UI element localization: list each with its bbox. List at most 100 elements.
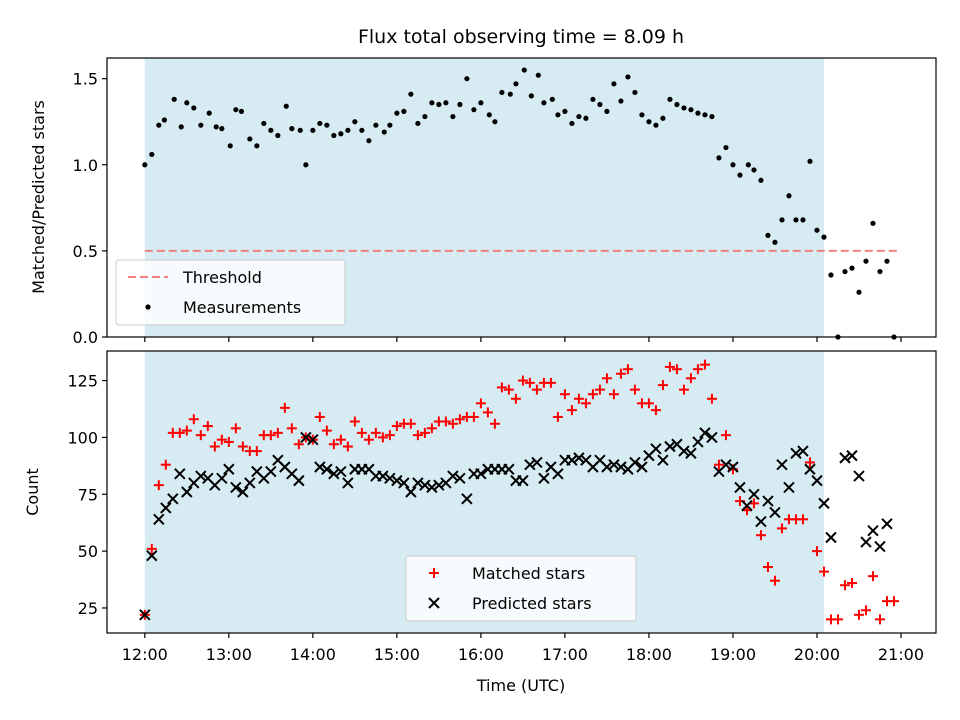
matched-star-marker (860, 605, 871, 616)
measurement-point (611, 81, 617, 87)
matched-star-marker (559, 389, 570, 400)
measurement-point (786, 193, 792, 199)
predicted-star-marker (825, 531, 837, 544)
matched-star-marker (867, 571, 878, 582)
matched-star-marker (706, 393, 717, 404)
measurement-point (870, 220, 876, 226)
measurement-point (562, 108, 568, 114)
measurement-point (254, 143, 260, 149)
measurement-point (317, 120, 323, 127)
predicted-star-marker (433, 479, 445, 491)
measurement-point (178, 124, 184, 130)
ratio-panel: Flux total observing time = 8.09 h 0.00.… (29, 26, 937, 347)
matched-star-marker (517, 375, 528, 386)
predicted-star-marker (790, 447, 802, 460)
ratio-legend: Threshold Measurements (115, 259, 346, 326)
matched-star-marker (601, 373, 612, 384)
matched-star-marker (650, 405, 661, 416)
x-tick-label: 21:00 (878, 645, 924, 664)
matched-star-marker (384, 430, 395, 441)
predicted-star-marker (818, 497, 830, 510)
matched-star-marker (776, 523, 787, 534)
measurement-point (604, 108, 610, 114)
matched-star-marker (671, 364, 682, 375)
y-tick-label: 75 (78, 485, 98, 504)
measurement-point (366, 138, 372, 144)
legend-matched-swatch (429, 568, 439, 578)
predicted-star-marker (454, 472, 466, 485)
x-tick-label: 13:00 (206, 645, 252, 664)
measurement-point (233, 107, 239, 113)
measurement-point (310, 127, 316, 133)
count-points (139, 359, 899, 625)
matched-star-marker (769, 575, 780, 586)
ratio-legend-box (115, 259, 346, 326)
measurement-point (492, 119, 498, 125)
predicted-star-marker (517, 474, 529, 487)
predicted-star-marker (293, 474, 305, 487)
matched-star-marker (370, 427, 381, 438)
matched-star-marker (622, 364, 633, 375)
predicted-star-marker (769, 506, 781, 519)
measurement-point (289, 126, 295, 132)
measurement-point (828, 272, 834, 278)
predicted-star-marker (265, 465, 277, 478)
predicted-star-marker (412, 477, 424, 489)
y-tick-label: 100 (67, 428, 98, 447)
predicted-star-marker (335, 465, 347, 478)
matched-star-marker (678, 384, 689, 395)
measurement-point (549, 96, 555, 102)
matched-star-marker (230, 423, 241, 434)
predicted-star-marker (748, 488, 760, 500)
measurement-point (653, 122, 659, 128)
predicted-star-marker (314, 461, 326, 473)
legend-matched-label: Matched stars (472, 564, 585, 583)
measurement-point (521, 67, 527, 73)
measurement-point (471, 107, 477, 113)
predicted-star-marker (391, 474, 403, 487)
predicted-star-marker (230, 481, 242, 494)
matched-star-marker (447, 418, 458, 429)
legend-threshold-label: Threshold (182, 268, 262, 287)
predicted-star-marker (503, 463, 515, 475)
measurement-point (297, 127, 303, 133)
predicted-star-marker (531, 456, 543, 469)
measurement-point (387, 122, 393, 128)
matched-star-marker (181, 425, 192, 436)
matched-star-marker (608, 389, 619, 400)
matched-star-marker (356, 427, 367, 438)
predicted-star-marker (342, 477, 354, 489)
matched-star-marker (804, 457, 815, 468)
measurement-point (702, 112, 708, 118)
predicted-star-marker (734, 481, 746, 494)
measurement-point (149, 151, 155, 158)
predicted-star-marker (804, 463, 816, 475)
matched-star-marker (853, 609, 864, 620)
chart-title: Flux total observing time = 8.09 h (358, 26, 684, 48)
y-tick-label: 1.5 (73, 70, 98, 89)
matched-star-marker (615, 368, 626, 379)
matched-star-marker (251, 446, 262, 457)
measurement-point (884, 258, 890, 264)
matched-star-marker (321, 425, 332, 436)
predicted-star-marker (524, 459, 536, 471)
matched-star-marker (426, 423, 437, 434)
matched-star-marker (419, 427, 430, 438)
matched-star-marker (265, 430, 276, 441)
predicted-star-marker (706, 431, 718, 444)
matched-star-marker (412, 430, 423, 441)
measurement-point (695, 110, 701, 116)
measurement-point (709, 113, 715, 120)
predicted-star-marker (538, 472, 550, 485)
matched-star-marker (545, 377, 556, 388)
measurement-point (772, 239, 778, 245)
x-tick-label: 16:00 (458, 645, 504, 664)
measurement-point (268, 127, 274, 133)
x-tick-label: 20:00 (794, 645, 840, 664)
measurement-point (161, 117, 168, 123)
measurement-point (345, 127, 351, 133)
matched-star-marker (391, 421, 402, 432)
matched-star-marker (237, 441, 248, 452)
matched-star-marker (223, 436, 234, 447)
